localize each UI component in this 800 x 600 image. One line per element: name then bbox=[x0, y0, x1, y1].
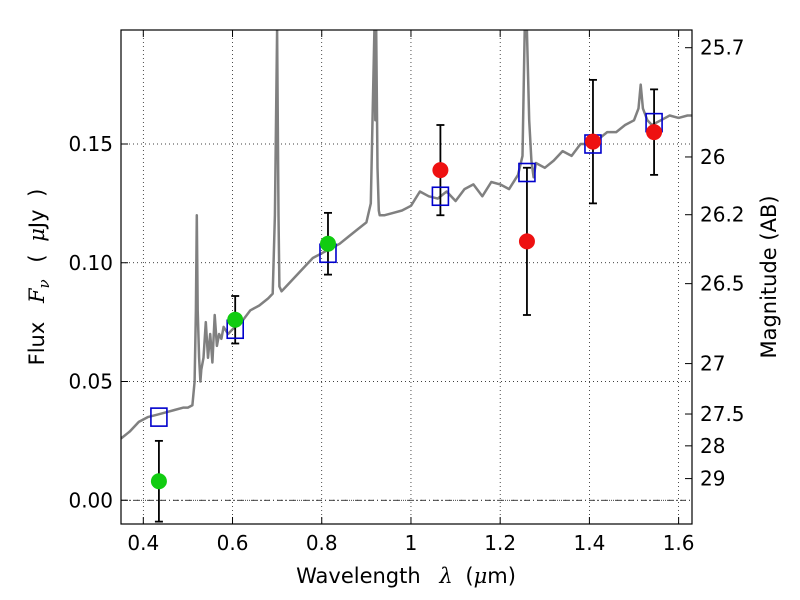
y-axis-title-subscript: ν bbox=[35, 279, 53, 288]
mag-tick-label: 27 bbox=[700, 352, 725, 376]
x-tick-label: 0.4 bbox=[127, 531, 159, 555]
observed-photometry-point bbox=[432, 162, 449, 179]
x-axis-title-symbol: λ bbox=[438, 564, 452, 588]
x-axis-title-unit-open: ( bbox=[465, 564, 473, 588]
y-tick-label: 0.15 bbox=[68, 132, 113, 156]
plot-background bbox=[121, 30, 692, 524]
y-axis-title: Flux Fν ( μJy ) bbox=[25, 189, 54, 366]
model-photometry-square bbox=[150, 407, 168, 427]
x-axis-title-name: Wavelength bbox=[296, 564, 421, 588]
y-tick-label: 0.10 bbox=[68, 251, 113, 275]
observed-photometry-point bbox=[150, 473, 167, 490]
y-axis-title-unit-mu: μ bbox=[25, 228, 49, 242]
x-tick-label: 1.4 bbox=[573, 531, 605, 555]
x-tick-label: 1.6 bbox=[663, 531, 695, 555]
mag-tick-label: 26.5 bbox=[700, 272, 745, 296]
y-axis-title-unit-open: ( bbox=[25, 254, 49, 262]
ticks: 0.4 0.6 0.8 1 1.2 1.4 1.6 0.00 0.05 0.10 0.15 25.7 2… bbox=[68, 30, 745, 555]
x-axis-title: Wavelength λ (μm) bbox=[296, 564, 516, 588]
observed-photometry-point bbox=[518, 233, 535, 250]
observed-photometry-layer bbox=[150, 124, 663, 490]
x-axis-title-unit-rest: m) bbox=[487, 564, 516, 588]
observed-photometry-point bbox=[646, 124, 663, 141]
y-axis-title-name: Flux bbox=[25, 322, 49, 366]
x-tick-label: 1 bbox=[405, 531, 418, 555]
spectrum-layer bbox=[121, 30, 692, 440]
x-axis-title-unit-mu: μ bbox=[474, 564, 488, 588]
plot-frame bbox=[120, 29, 693, 525]
mag-tick-label: 27.5 bbox=[700, 402, 745, 426]
y2-axis-title: Magnitude (AB) bbox=[757, 195, 781, 358]
observed-photometry-point bbox=[319, 235, 336, 252]
spectrum-line bbox=[121, 30, 692, 440]
y-tick-label: 0.00 bbox=[68, 488, 113, 512]
y-axis-title-unit-rest: Jy bbox=[25, 209, 49, 230]
y-axis-title-symbol: F bbox=[25, 287, 49, 304]
y-tick-label: 0.05 bbox=[68, 370, 113, 394]
mag-tick-label: 26.2 bbox=[700, 203, 745, 227]
observed-photometry-point bbox=[584, 133, 601, 150]
x-tick-label: 0.6 bbox=[217, 531, 249, 555]
mag-tick-label: 26 bbox=[700, 145, 725, 169]
x-tick-label: 0.8 bbox=[306, 531, 338, 555]
x-tick-label: 1.2 bbox=[484, 531, 516, 555]
model-photometry-square bbox=[518, 162, 536, 183]
observed-photometry-point bbox=[227, 311, 244, 328]
y-axis-title-unit-close: ) bbox=[25, 189, 49, 197]
model-photometry-square bbox=[431, 186, 450, 207]
mag-tick-label: 25.7 bbox=[700, 36, 745, 60]
mag-tick-label: 28 bbox=[700, 434, 725, 458]
mag-tick-label: 29 bbox=[700, 467, 725, 491]
